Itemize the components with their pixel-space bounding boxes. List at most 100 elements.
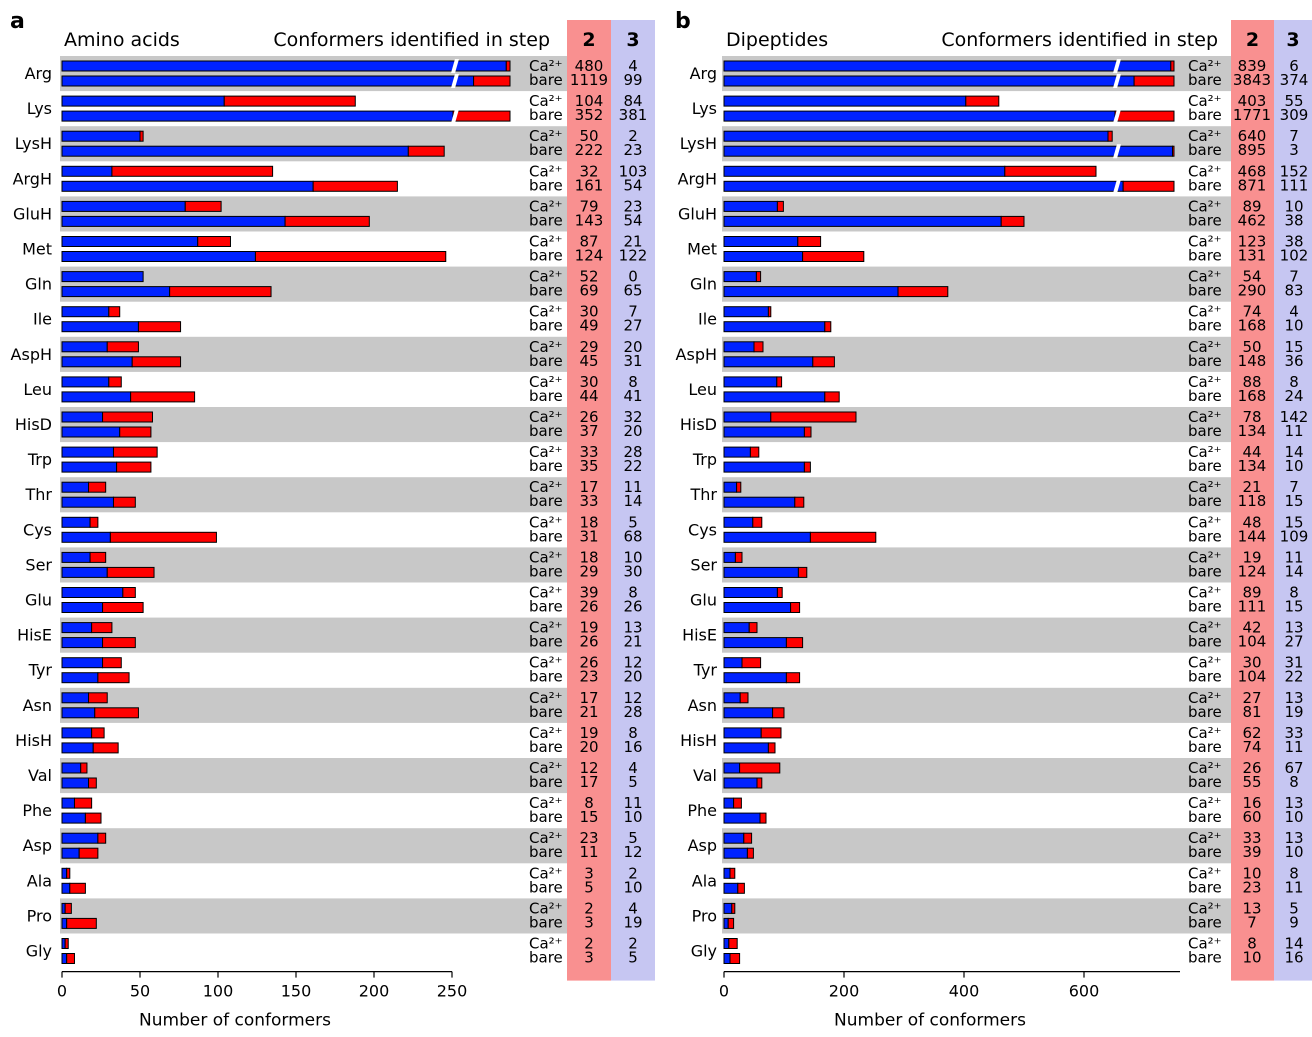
value-step3-ca: 31 xyxy=(1284,654,1303,672)
label-bare: bare xyxy=(529,492,563,510)
value-step2-ca: 32 xyxy=(579,162,598,180)
label-bare: bare xyxy=(529,387,563,405)
bar-step3-bare xyxy=(785,637,804,649)
x-axis-label: Number of conformers xyxy=(139,1011,331,1031)
value-step3-ca: 11 xyxy=(623,478,642,496)
label-bare: bare xyxy=(1188,808,1222,826)
label-ca: Ca²⁺ xyxy=(1188,338,1222,356)
value-step2-ca: 42 xyxy=(1242,619,1261,637)
bar-step2-ca xyxy=(61,306,110,318)
bar-step3-ca xyxy=(73,797,93,809)
bar-step3-bare xyxy=(109,531,217,543)
bar-step3-ca xyxy=(755,271,762,283)
value-step3-ca: 2 xyxy=(628,935,638,953)
x-tick-label: 0 xyxy=(57,982,67,1001)
value-step3-bare: 41 xyxy=(623,387,642,405)
value-step2-bare: 895 xyxy=(1238,141,1267,159)
row-lys: Lys Ca²⁺ 104 84 bare 352 381 xyxy=(27,92,648,124)
bar-step2-bare xyxy=(723,180,1124,192)
label-bare: bare xyxy=(1188,633,1222,651)
bar-step3-bare xyxy=(803,426,812,438)
label-ca: Ca²⁺ xyxy=(1188,478,1222,496)
label-bare: bare xyxy=(1188,387,1222,405)
row-label: Gly xyxy=(691,942,717,961)
value-step2-bare: 462 xyxy=(1238,211,1267,229)
label-bare: bare xyxy=(529,317,563,335)
bar-step3-ca xyxy=(106,341,139,353)
value-step3-bare: 27 xyxy=(1284,633,1303,651)
bar-step2-ca xyxy=(723,481,738,493)
bar-step2-ca xyxy=(723,446,751,458)
value-step3-ca: 84 xyxy=(623,92,642,110)
row-label: Pro xyxy=(27,906,52,925)
value-step2-bare: 21 xyxy=(579,703,598,721)
value-step3-bare: 10 xyxy=(1284,317,1303,335)
row-band xyxy=(60,687,567,723)
row-glu: Glu Ca²⁺ 89 8 bare 111 15 xyxy=(690,584,1304,616)
value-step3-ca: 67 xyxy=(1284,759,1303,777)
bar-step3-ca xyxy=(91,727,105,739)
label-ca: Ca²⁺ xyxy=(529,373,563,391)
bar-step3-ca xyxy=(741,657,762,669)
bar-step3-ca xyxy=(223,95,356,107)
row-label: Asn xyxy=(688,696,717,715)
row-band xyxy=(60,898,567,934)
bar-step3-bare xyxy=(78,847,99,859)
value-step3-bare: 109 xyxy=(1280,527,1309,545)
bar-step2-bare xyxy=(61,180,314,192)
label-ca: Ca²⁺ xyxy=(1188,724,1222,742)
label-ca: Ca²⁺ xyxy=(1188,268,1222,286)
value-step3-bare: 122 xyxy=(619,247,648,265)
step3-header: 3 xyxy=(1286,29,1299,51)
row-lysh: LysH Ca²⁺ 640 7 bare 895 3 xyxy=(680,127,1299,159)
axis-break-mark xyxy=(1113,179,1121,194)
bar-step2-ca xyxy=(61,446,114,458)
value-step3-bare: 10 xyxy=(1284,843,1303,861)
label-bare: bare xyxy=(1188,282,1222,300)
value-step2-ca: 18 xyxy=(579,513,598,531)
value-step3-ca: 103 xyxy=(619,162,648,180)
row-label: HisH xyxy=(680,731,717,750)
label-ca: Ca²⁺ xyxy=(529,57,563,75)
value-step2-bare: 7 xyxy=(1247,913,1257,931)
value-step3-ca: 8 xyxy=(1289,584,1299,602)
label-ca: Ca²⁺ xyxy=(1188,513,1222,531)
row-thr: Thr Ca²⁺ 17 11 bare 33 14 xyxy=(25,478,643,510)
bar-step3-ca xyxy=(88,481,107,493)
axis-break-mark xyxy=(451,109,459,124)
row-gluh: GluH Ca²⁺ 79 23 bare 143 54 xyxy=(13,197,643,229)
panel-title: Amino acids xyxy=(64,29,180,51)
label-ca: Ca²⁺ xyxy=(1188,899,1222,917)
value-step2-ca: 2 xyxy=(584,899,594,917)
label-bare: bare xyxy=(529,211,563,229)
row-label: Trp xyxy=(27,450,52,469)
row-val: Val Ca²⁺ 12 4 bare 17 5 xyxy=(28,759,638,791)
row-label: HisE xyxy=(17,626,52,645)
value-step2-bare: 49 xyxy=(579,317,598,335)
bar-step2-bare xyxy=(61,602,104,613)
value-step3-bare: 54 xyxy=(623,211,642,229)
label-ca: Ca²⁺ xyxy=(529,197,563,215)
value-step3-ca: 4 xyxy=(1289,303,1299,321)
bar-step3-ca xyxy=(731,902,736,914)
value-step3-ca: 4 xyxy=(628,759,638,777)
bar-step2-bare xyxy=(61,496,114,508)
value-step2-ca: 2 xyxy=(584,935,594,953)
bar-step3-ca xyxy=(89,516,99,528)
row-label: Leu xyxy=(23,380,52,399)
value-step2-bare: 148 xyxy=(1238,352,1267,370)
value-step2-ca: 89 xyxy=(1242,197,1261,215)
bar-step2-ca xyxy=(61,692,90,704)
bar-step3-ca xyxy=(184,200,222,212)
bar-step2-bare xyxy=(61,566,108,578)
label-bare: bare xyxy=(529,106,563,124)
bar-step2-ca xyxy=(61,832,99,844)
bar-step3-bare xyxy=(66,917,97,929)
value-step2-bare: 10 xyxy=(1242,949,1261,967)
value-step3-bare: 27 xyxy=(623,317,642,335)
value-step2-bare: 104 xyxy=(1238,668,1267,686)
row-label: Pro xyxy=(692,906,717,925)
value-step2-ca: 26 xyxy=(579,408,598,426)
value-step3-bare: 38 xyxy=(1284,211,1303,229)
value-step2-bare: 3 xyxy=(584,913,594,931)
